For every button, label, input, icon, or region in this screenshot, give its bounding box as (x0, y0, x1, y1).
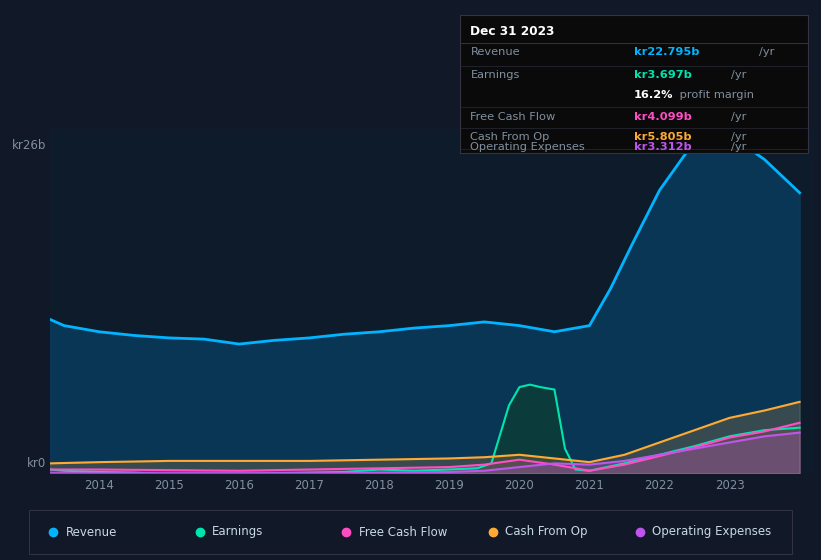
Text: /yr: /yr (732, 111, 747, 122)
Text: kr3.312b: kr3.312b (634, 142, 692, 152)
Text: /yr: /yr (732, 70, 747, 80)
Text: kr26b: kr26b (11, 139, 46, 152)
Text: Cash From Op: Cash From Op (470, 132, 550, 142)
Text: Earnings: Earnings (212, 525, 264, 539)
Text: kr5.805b: kr5.805b (634, 132, 691, 142)
Text: /yr: /yr (732, 142, 747, 152)
Text: Operating Expenses: Operating Expenses (652, 525, 771, 539)
Text: 16.2%: 16.2% (634, 90, 673, 100)
Text: kr4.099b: kr4.099b (634, 111, 692, 122)
Text: kr3.697b: kr3.697b (634, 70, 692, 80)
Text: Revenue: Revenue (66, 525, 117, 539)
Text: kr22.795b: kr22.795b (634, 46, 699, 57)
Text: /yr: /yr (759, 46, 775, 57)
Text: Earnings: Earnings (470, 70, 520, 80)
Text: /yr: /yr (732, 132, 747, 142)
Text: Free Cash Flow: Free Cash Flow (359, 525, 447, 539)
Text: Operating Expenses: Operating Expenses (470, 142, 585, 152)
Text: kr0: kr0 (27, 457, 46, 470)
Text: Free Cash Flow: Free Cash Flow (470, 111, 556, 122)
Text: Dec 31 2023: Dec 31 2023 (470, 25, 555, 38)
Text: profit margin: profit margin (676, 90, 754, 100)
Text: Cash From Op: Cash From Op (505, 525, 588, 539)
Text: Revenue: Revenue (470, 46, 520, 57)
